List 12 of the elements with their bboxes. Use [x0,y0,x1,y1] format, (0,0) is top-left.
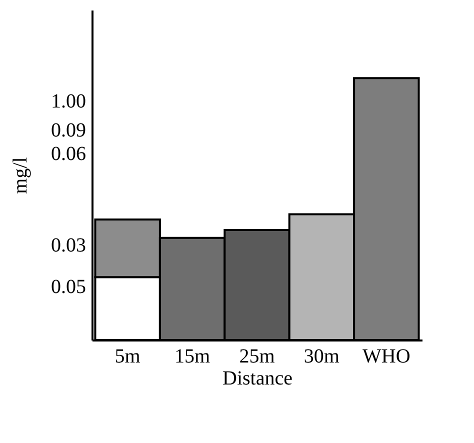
text: 0.03 [51,234,86,257]
text: 0.09 [51,119,86,142]
text: 1.00 [51,90,86,113]
x-tick-label: 5m [114,346,141,368]
text: 0.05 [51,276,86,298]
x-tick-label: 30m [304,346,340,368]
x-tick-label: 15m [174,346,211,368]
x-tick-label: 25m [239,346,276,368]
x-axis-title: Distance [222,368,293,390]
x-tick-label: WHO [362,346,410,368]
text: 0.06 [51,143,86,166]
y-axis-title: mg/l [10,156,32,194]
